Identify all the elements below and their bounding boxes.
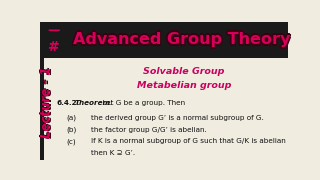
Text: Advanced Group Theory: Advanced Group Theory	[73, 32, 290, 47]
Text: (a): (a)	[66, 115, 76, 121]
Text: Theorem:: Theorem:	[75, 100, 114, 106]
Text: (b): (b)	[66, 127, 76, 133]
Text: #: #	[48, 40, 60, 53]
Text: Advanced Group Theory: Advanced Group Theory	[71, 32, 289, 47]
Text: Lecture - 1: Lecture - 1	[40, 66, 53, 137]
FancyBboxPatch shape	[40, 22, 288, 58]
Text: Solvable Group: Solvable Group	[143, 67, 225, 76]
Text: —: —	[47, 24, 60, 37]
Text: Advanced Group Theory: Advanced Group Theory	[74, 33, 291, 48]
Text: Lecture - 1: Lecture - 1	[40, 66, 53, 138]
Text: Advanced Group Theory: Advanced Group Theory	[74, 31, 291, 46]
Text: then K ⊇ G’.: then K ⊇ G’.	[91, 150, 135, 156]
Text: Let G be a group. Then: Let G be a group. Then	[100, 100, 185, 106]
Text: Lecture - 1: Lecture - 1	[42, 66, 55, 138]
Text: Advanced Group Theory: Advanced Group Theory	[72, 31, 289, 46]
Text: Lecture - 1: Lecture - 1	[39, 66, 52, 138]
Text: (c): (c)	[66, 138, 76, 145]
Text: Advanced Group Theory: Advanced Group Theory	[73, 34, 290, 49]
Text: 6.4.2.: 6.4.2.	[56, 100, 79, 106]
FancyBboxPatch shape	[40, 22, 44, 160]
Text: the factor group G/G’ is abelian.: the factor group G/G’ is abelian.	[91, 127, 207, 133]
Text: Advanced Group Theory: Advanced Group Theory	[72, 33, 289, 48]
Text: If K is a normal subgroup of G such that G/K is abelian: If K is a normal subgroup of G such that…	[91, 138, 285, 145]
Text: Advanced Group Theory: Advanced Group Theory	[74, 32, 292, 47]
Text: Advanced Group Theory: Advanced Group Theory	[73, 30, 290, 45]
Text: the derived group G’ is a normal subgroup of G.: the derived group G’ is a normal subgrou…	[91, 115, 264, 121]
Text: Metabelian group: Metabelian group	[137, 81, 231, 90]
Text: Lecture - 1: Lecture - 1	[40, 67, 53, 138]
